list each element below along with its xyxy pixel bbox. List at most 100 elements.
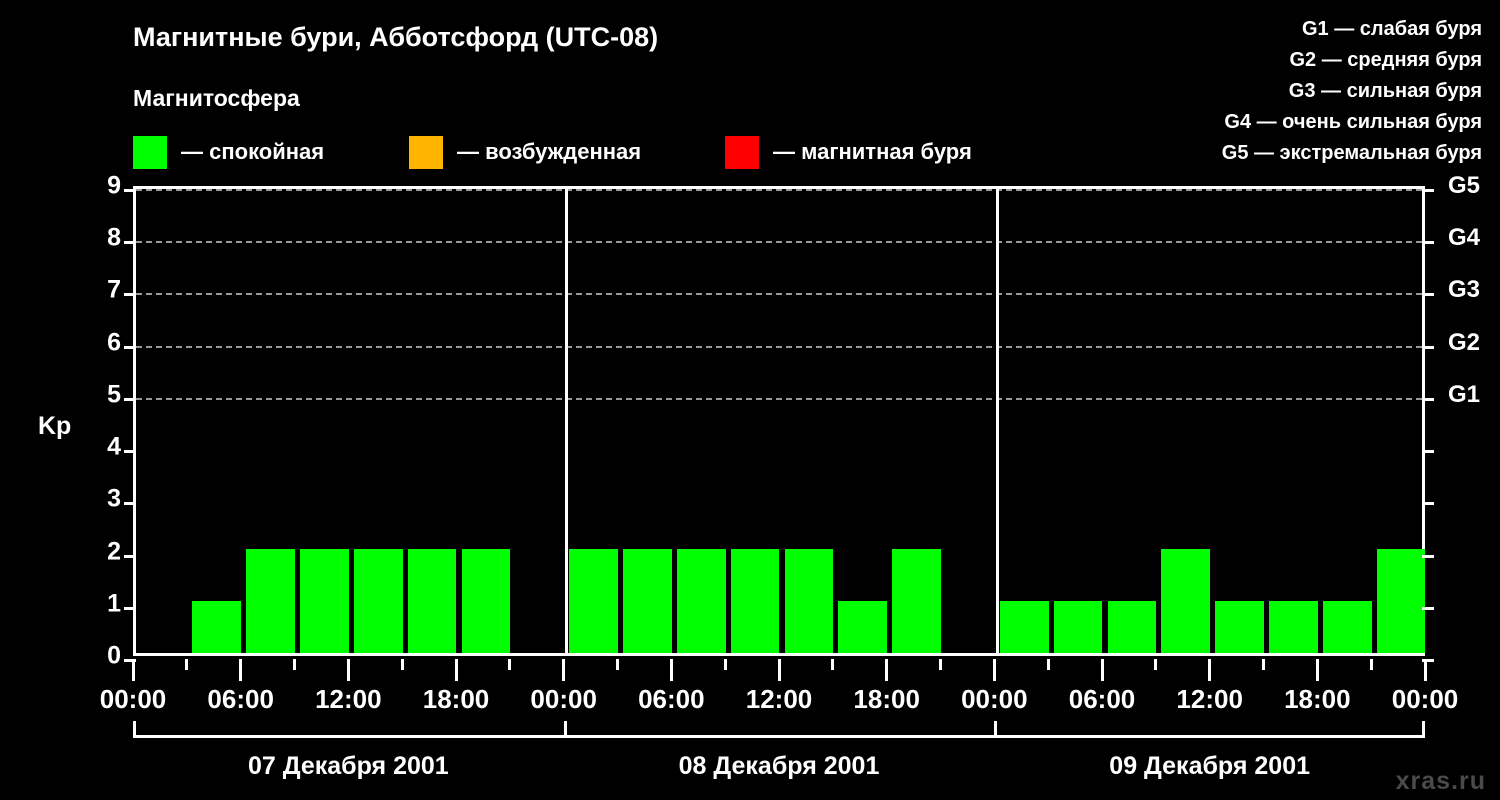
x-tick-major [885, 659, 889, 681]
legend-item-label: — магнитная буря [773, 139, 972, 164]
date-bracket-bar [994, 735, 1425, 738]
date-bracket-bar [133, 735, 564, 738]
y-tick-mark-8 [124, 241, 136, 245]
kp-bar [999, 600, 1049, 653]
x-tick-minor [508, 659, 512, 670]
x-tick-minor [1046, 659, 1050, 670]
g-scale-legend: G1 — слабая буря G2 — средняя буря G3 — си… [1222, 14, 1482, 169]
y-tick-mark-right-4 [1422, 450, 1434, 454]
y-tick-mark-right-8 [1422, 241, 1434, 245]
legend-item-label: — спокойная [181, 139, 325, 164]
g-scale-legend-line-2: G2 — средняя буря [1289, 49, 1483, 71]
date-bracket-tick [1422, 721, 1425, 738]
x-tick-label: 00:00 [99, 684, 167, 714]
x-tick-minor [1369, 659, 1373, 670]
legend-item-label: — возбужденная [457, 139, 642, 164]
kp-bar [676, 548, 726, 653]
date-bracket-tick [994, 721, 998, 738]
y-tick-mark-right-0 [1422, 659, 1434, 662]
legend-color-swatch [409, 135, 443, 169]
y-tick-mark-right-6 [1422, 345, 1434, 349]
x-tick-minor [400, 659, 404, 670]
x-tick-label: 18:00 [853, 684, 920, 714]
y-tick-mark-3 [124, 502, 136, 506]
x-tick-major [1423, 659, 1427, 681]
g-tick-label-G1: G1 [1448, 380, 1481, 408]
x-tick-minor [293, 659, 296, 670]
kp-bar [1053, 600, 1103, 653]
g-scale-legend-line-3: G3 — сильная буря [1288, 80, 1482, 102]
y-tick-label-9: 9 [107, 171, 121, 200]
g-tick-label-G5: G5 [1448, 172, 1481, 199]
x-tick-label: 18:00 [1284, 684, 1351, 714]
g-scale-legend-line-5: G5 — экстремальная буря [1221, 142, 1482, 164]
g-scale-tick-labels: G1 G2 G3 G4 G5 [1448, 172, 1500, 656]
y-tick-mark-right-9 [1422, 189, 1434, 192]
magnetosphere-heading: Магнитосфера [133, 85, 300, 111]
date-labels: 07 Декабря 2001 08 Декабря 2001 09 Декабря… [0, 752, 1500, 792]
y-axis-tick-labels: 0 1 2 3 4 5 6 7 8 9 [73, 172, 121, 670]
kp-bar [623, 548, 672, 653]
x-tick-minor [185, 659, 189, 670]
x-tick-label: 18:00 [422, 684, 490, 714]
y-tick-mark-0 [124, 659, 136, 662]
x-tick-major [131, 659, 135, 681]
x-axis-ticks [131, 659, 1427, 681]
kp-bar [246, 548, 295, 653]
x-tick-major [239, 659, 243, 681]
chart-plot-area [124, 186, 1434, 662]
date-brackets [133, 721, 1425, 757]
x-tick-minor [831, 659, 835, 670]
y-tick-mark-6 [124, 345, 136, 349]
g-tick-label-G2: G2 [1448, 328, 1481, 356]
y-tick-label-8: 8 [107, 223, 121, 252]
y-axis-title: Kp [38, 412, 72, 440]
x-tick-label: 00:00 [961, 684, 1028, 714]
magnetosphere-legend-item-2: — возбужденная [409, 134, 641, 170]
x-tick-label: 12:00 [315, 684, 382, 714]
x-tick-label: 12:00 [1176, 684, 1243, 714]
g-tick-label-G3: G3 [1448, 276, 1481, 304]
y-tick-mark-7 [124, 293, 136, 297]
date-label: 08 Декабря 2001 [678, 752, 880, 780]
y-tick-label-0: 0 [107, 641, 121, 670]
kp-bar [192, 600, 242, 653]
x-tick-minor [616, 659, 619, 670]
kp-bar [730, 548, 780, 653]
x-tick-major [777, 659, 781, 681]
y-tick-label-3: 3 [107, 484, 121, 513]
y-tick-mark-5 [124, 397, 136, 401]
kp-bar [1215, 600, 1264, 653]
x-tick-label: 12:00 [745, 684, 813, 714]
gridline-kp-6 [136, 345, 1422, 348]
gridline-kp-7 [136, 293, 1422, 296]
kp-bar [784, 548, 834, 653]
chart-plot-inner [124, 189, 1434, 662]
watermark: xras.ru [1395, 767, 1486, 795]
y-tick-mark-right-3 [1422, 502, 1434, 506]
x-tick-major [669, 659, 673, 681]
x-tick-major [992, 659, 996, 681]
y-tick-mark-9 [124, 189, 136, 192]
kp-bar [353, 548, 403, 653]
x-tick-label: 06:00 [207, 684, 274, 714]
g-tick-label-G4: G4 [1448, 224, 1481, 252]
y-tick-mark-right-7 [1422, 293, 1434, 297]
x-tick-major [1315, 659, 1319, 681]
legend-color-swatch [133, 135, 167, 169]
y-tick-label-4: 4 [107, 432, 121, 461]
y-tick-mark-right-5 [1422, 397, 1434, 401]
y-tick-mark-2 [124, 554, 136, 558]
y-tick-label-5: 5 [107, 380, 121, 409]
day-divider-1 [565, 189, 569, 653]
x-tick-major [454, 659, 458, 681]
x-tick-label: 06:00 [638, 684, 705, 714]
kp-bar [1376, 548, 1426, 653]
y-tick-label-6: 6 [107, 328, 121, 357]
legend-color-swatch [725, 135, 759, 169]
date-label: 07 Декабря 2001 [247, 752, 449, 780]
y-tick-label-7: 7 [107, 275, 121, 304]
gridline-kp-9 [136, 189, 1422, 191]
y-tick-mark-4 [124, 450, 136, 454]
kp-bar [300, 548, 349, 653]
